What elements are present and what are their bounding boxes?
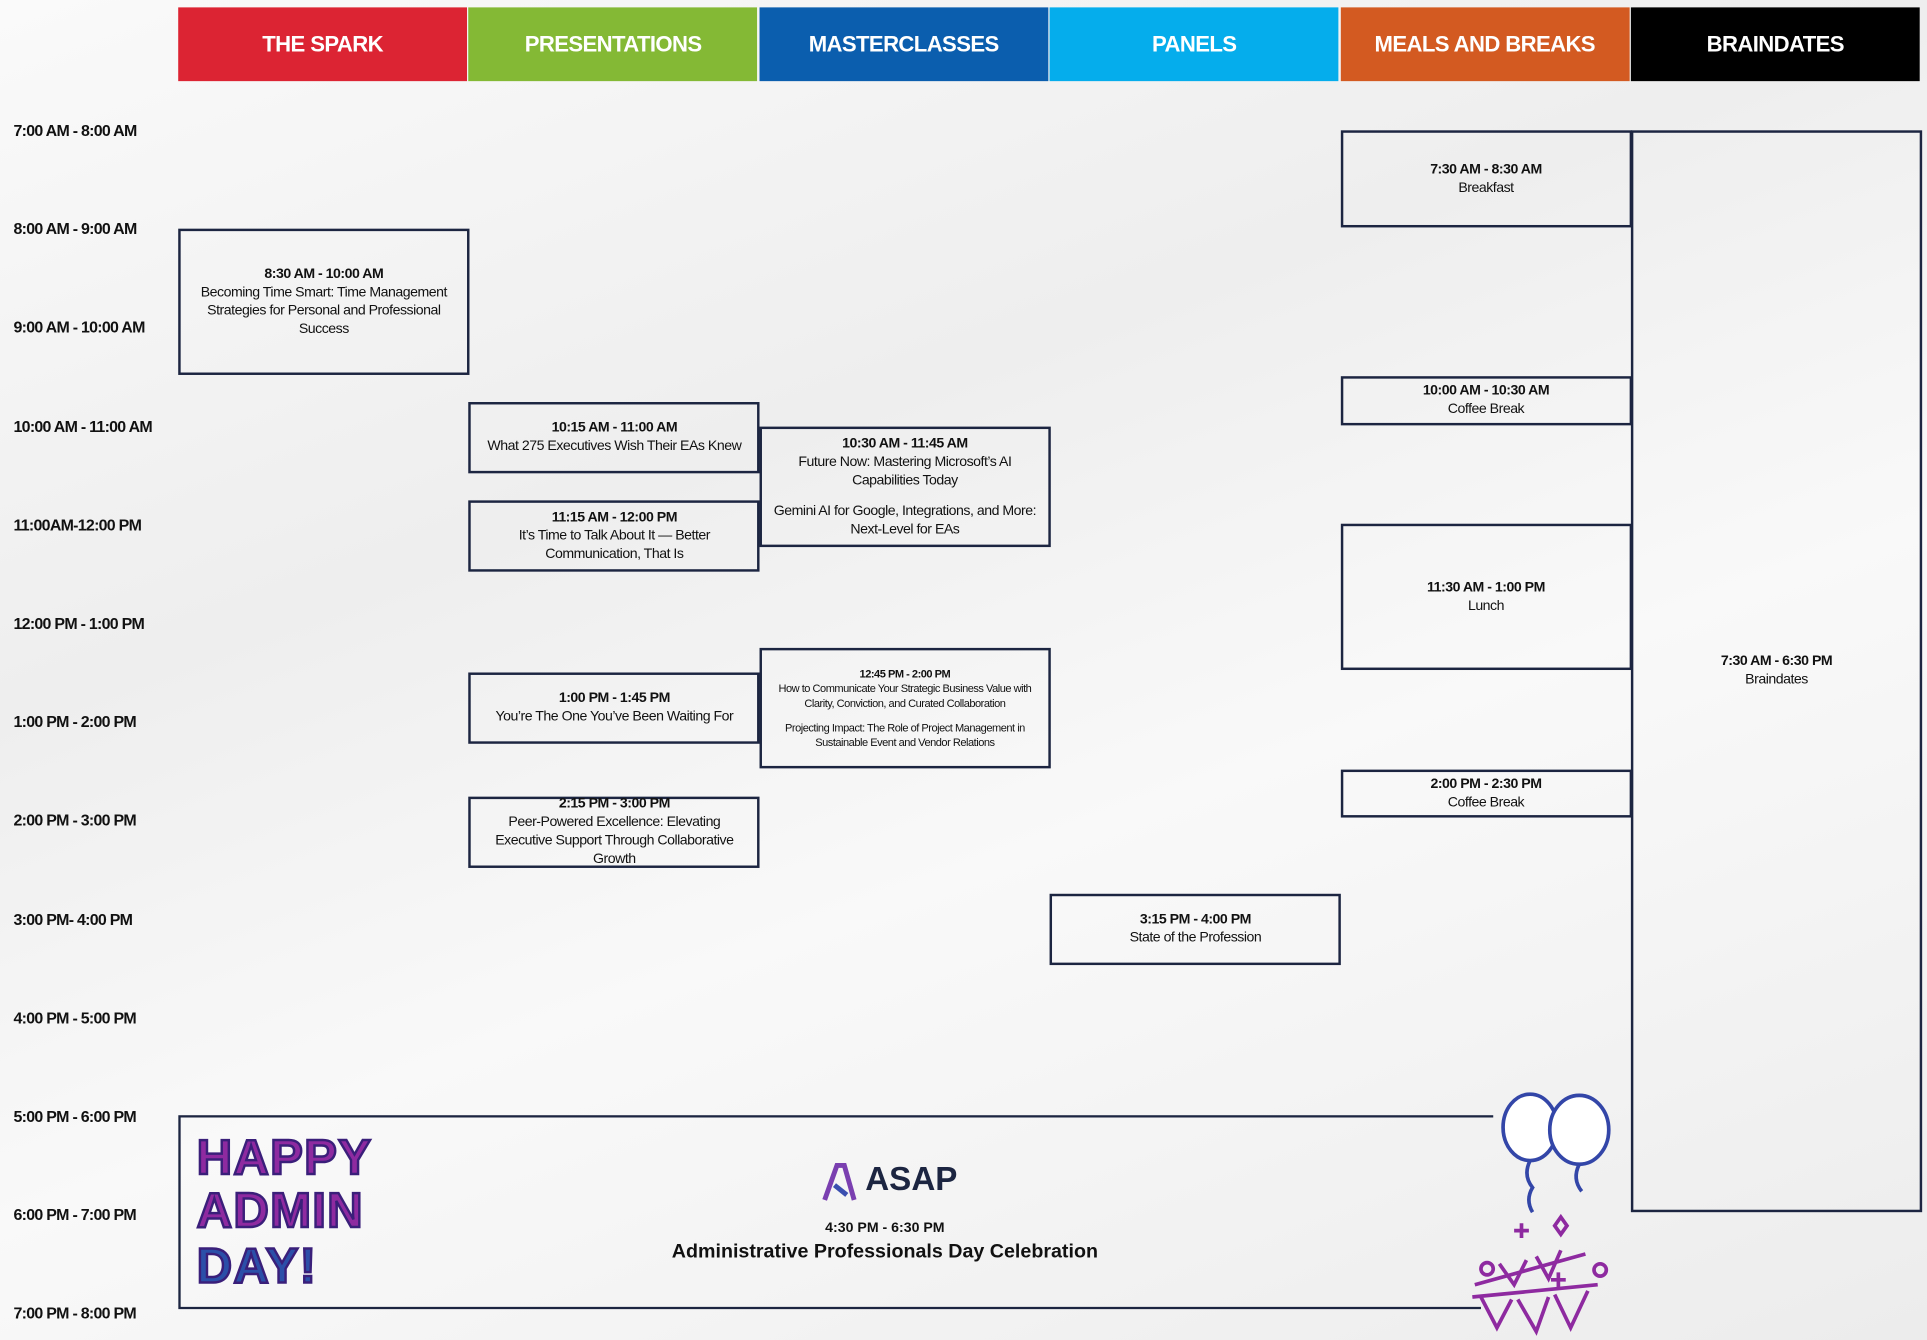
- session-title: You’re The One You’ve Been Waiting For: [495, 709, 734, 725]
- time-slot: 5:00 PM - 6:00 PM: [13, 1107, 137, 1126]
- time-slot: 12:00 PM - 1:00 PM: [13, 614, 145, 633]
- session-time: 2:00 PM - 2:30 PM: [1430, 776, 1542, 792]
- celebration-time: 4:30 PM - 6:30 PM: [825, 1220, 945, 1236]
- column-header: MEALS AND BREAKS: [1340, 7, 1630, 82]
- session-title: What 275 Executives Wish Their EAs Knew: [487, 438, 742, 454]
- session-box: 12:45 PM - 2:00 PM How to Communicate You…: [759, 647, 1051, 769]
- session-title: Braindates: [1745, 672, 1808, 688]
- session-title: How to Communicate Your Strategic Busine…: [778, 682, 1032, 710]
- session-title: Lunch: [1467, 598, 1505, 613]
- session-title: Becoming Time Smart: Time Management Str…: [200, 284, 448, 337]
- time-slot: 9:00 AM - 10:00 AM: [13, 318, 146, 337]
- time-slot: 11:00AM-12:00 PM: [13, 515, 142, 534]
- session-time: 3:15 PM - 4:00 PM: [1139, 912, 1252, 927]
- time-slot: 8:00 AM - 9:00 AM: [13, 219, 138, 239]
- asap-logo-mark: [822, 1163, 857, 1201]
- session-box: 10:15 AM - 11:00 AM What 275 Executives W…: [468, 402, 761, 474]
- column-header: MASTERCLASSES: [759, 7, 1049, 82]
- session-box: 11:15 AM - 12:00 PM It’s Time to Talk Abo…: [468, 500, 761, 572]
- session-time: 10:00 AM - 10:30 AM: [1422, 383, 1550, 399]
- time-slot: 1:00 PM - 2:00 PM: [13, 712, 137, 732]
- time-slot: 3:00 PM- 4:00 PM: [13, 909, 133, 929]
- session-time: 1:00 PM - 1:45 PM: [558, 690, 671, 706]
- session-box: 2:15 PM - 3:00 PM Peer-Powered Excellence…: [468, 796, 761, 868]
- session-box: 11:30 AM - 1:00 PM Lunch: [1340, 523, 1632, 671]
- time-slot: 7:00 AM - 8:00 AM: [13, 121, 138, 140]
- badge-line: DAY!: [195, 1239, 318, 1294]
- session-title: Breakfast: [1458, 180, 1514, 195]
- time-slot: 6:00 PM - 7:00 PM: [13, 1205, 137, 1225]
- session-title: Coffee Break: [1447, 402, 1525, 417]
- session-time: 7:30 AM - 8:30 AM: [1430, 161, 1542, 177]
- column-header: THE SPARK: [178, 7, 468, 82]
- frame: [178, 1115, 1494, 1310]
- session-time: 2:15 PM - 3:00 PM: [558, 796, 671, 812]
- session-title: Peer-Powered Excellence: Elevating Execu…: [495, 815, 734, 867]
- asap-logo: ASAP: [865, 1160, 958, 1198]
- session-box: 2:00 PM - 2:30 PM Coffee Break: [1340, 769, 1632, 818]
- time-slot: 10:00 AM - 11:00 AM: [13, 416, 153, 436]
- time-slot: 4:00 PM - 5:00 PM: [13, 1008, 137, 1027]
- session-title: Coffee Break: [1447, 794, 1525, 810]
- session-time: 11:15 AM - 12:00 PM: [551, 509, 678, 525]
- session-time: 12:45 PM - 2:00 PM: [859, 667, 951, 680]
- session-box: 1:00 PM - 1:45 PM You’re The One You’ve B…: [468, 672, 761, 744]
- session-title: It’s Time to Talk About It — Better Comm…: [518, 528, 711, 562]
- session-title: Projecting Impact: The Role of Project M…: [784, 721, 1025, 749]
- badge-line: HAPPY: [195, 1131, 373, 1186]
- celebration-frame: [178, 1115, 1494, 1310]
- column-header: PANELS: [1049, 7, 1339, 82]
- session-box: 10:00 AM - 10:30 AM Coffee Break: [1340, 376, 1632, 426]
- celebration-title: Administrative Professionals Day Celebra…: [671, 1241, 1098, 1263]
- session-title: Future Now: Mastering Microsoft’s AI Cap…: [798, 454, 1012, 488]
- badge-line: ADMIN: [195, 1183, 364, 1239]
- session-title: State of the Profession: [1129, 930, 1262, 946]
- session-title: Gemini AI for Google, Integrations, and …: [773, 503, 1037, 537]
- session-time: 8:30 AM - 10:00 AM: [264, 266, 384, 281]
- column-header: BRAINDATES: [1630, 7, 1920, 82]
- time-slot: 2:00 PM - 3:00 PM: [13, 811, 137, 830]
- session-time: 7:30 AM - 6:30 PM: [1720, 654, 1833, 669]
- session-box: 8:30 AM - 10:00 AM Becoming Time Smart: T…: [178, 228, 470, 375]
- session-box: 7:30 AM - 8:30 AM Breakfast: [1340, 130, 1632, 228]
- session-box: 7:30 AM - 6:30 PM Braindates: [1630, 130, 1923, 1213]
- session-box: 10:30 AM - 11:45 AM Future Now: Mastering…: [759, 426, 1051, 548]
- session-box: 3:15 PM - 4:00 PM State of the Profession: [1049, 893, 1342, 966]
- session-time: 11:30 AM - 1:00 PM: [1427, 579, 1545, 595]
- column-header: PRESENTATIONS: [468, 7, 758, 82]
- session-time: 10:15 AM - 11:00 AM: [551, 420, 678, 436]
- session-time: 10:30 AM - 11:45 AM: [842, 435, 968, 451]
- balloons-decoration: [1472, 1092, 1611, 1336]
- time-slot: 7:00 PM - 8:00 PM: [13, 1304, 137, 1323]
